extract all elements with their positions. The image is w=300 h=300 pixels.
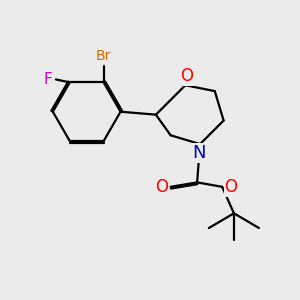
Text: F: F xyxy=(43,72,52,87)
Text: O: O xyxy=(180,68,193,85)
Text: O: O xyxy=(224,178,238,196)
Text: Br: Br xyxy=(96,49,111,63)
Text: O: O xyxy=(155,178,168,196)
Text: N: N xyxy=(192,144,205,162)
